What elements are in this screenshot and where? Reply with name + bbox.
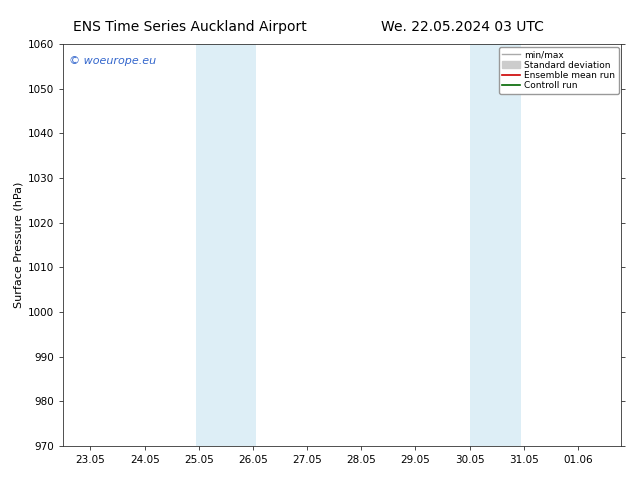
Text: ENS Time Series Auckland Airport: ENS Time Series Auckland Airport xyxy=(74,20,307,34)
Text: © woeurope.eu: © woeurope.eu xyxy=(69,56,156,66)
Y-axis label: Surface Pressure (hPa): Surface Pressure (hPa) xyxy=(14,182,24,308)
Bar xyxy=(470,44,521,446)
Text: We. 22.05.2024 03 UTC: We. 22.05.2024 03 UTC xyxy=(382,20,544,34)
Bar xyxy=(196,44,256,446)
Legend: min/max, Standard deviation, Ensemble mean run, Controll run: min/max, Standard deviation, Ensemble me… xyxy=(499,47,619,94)
